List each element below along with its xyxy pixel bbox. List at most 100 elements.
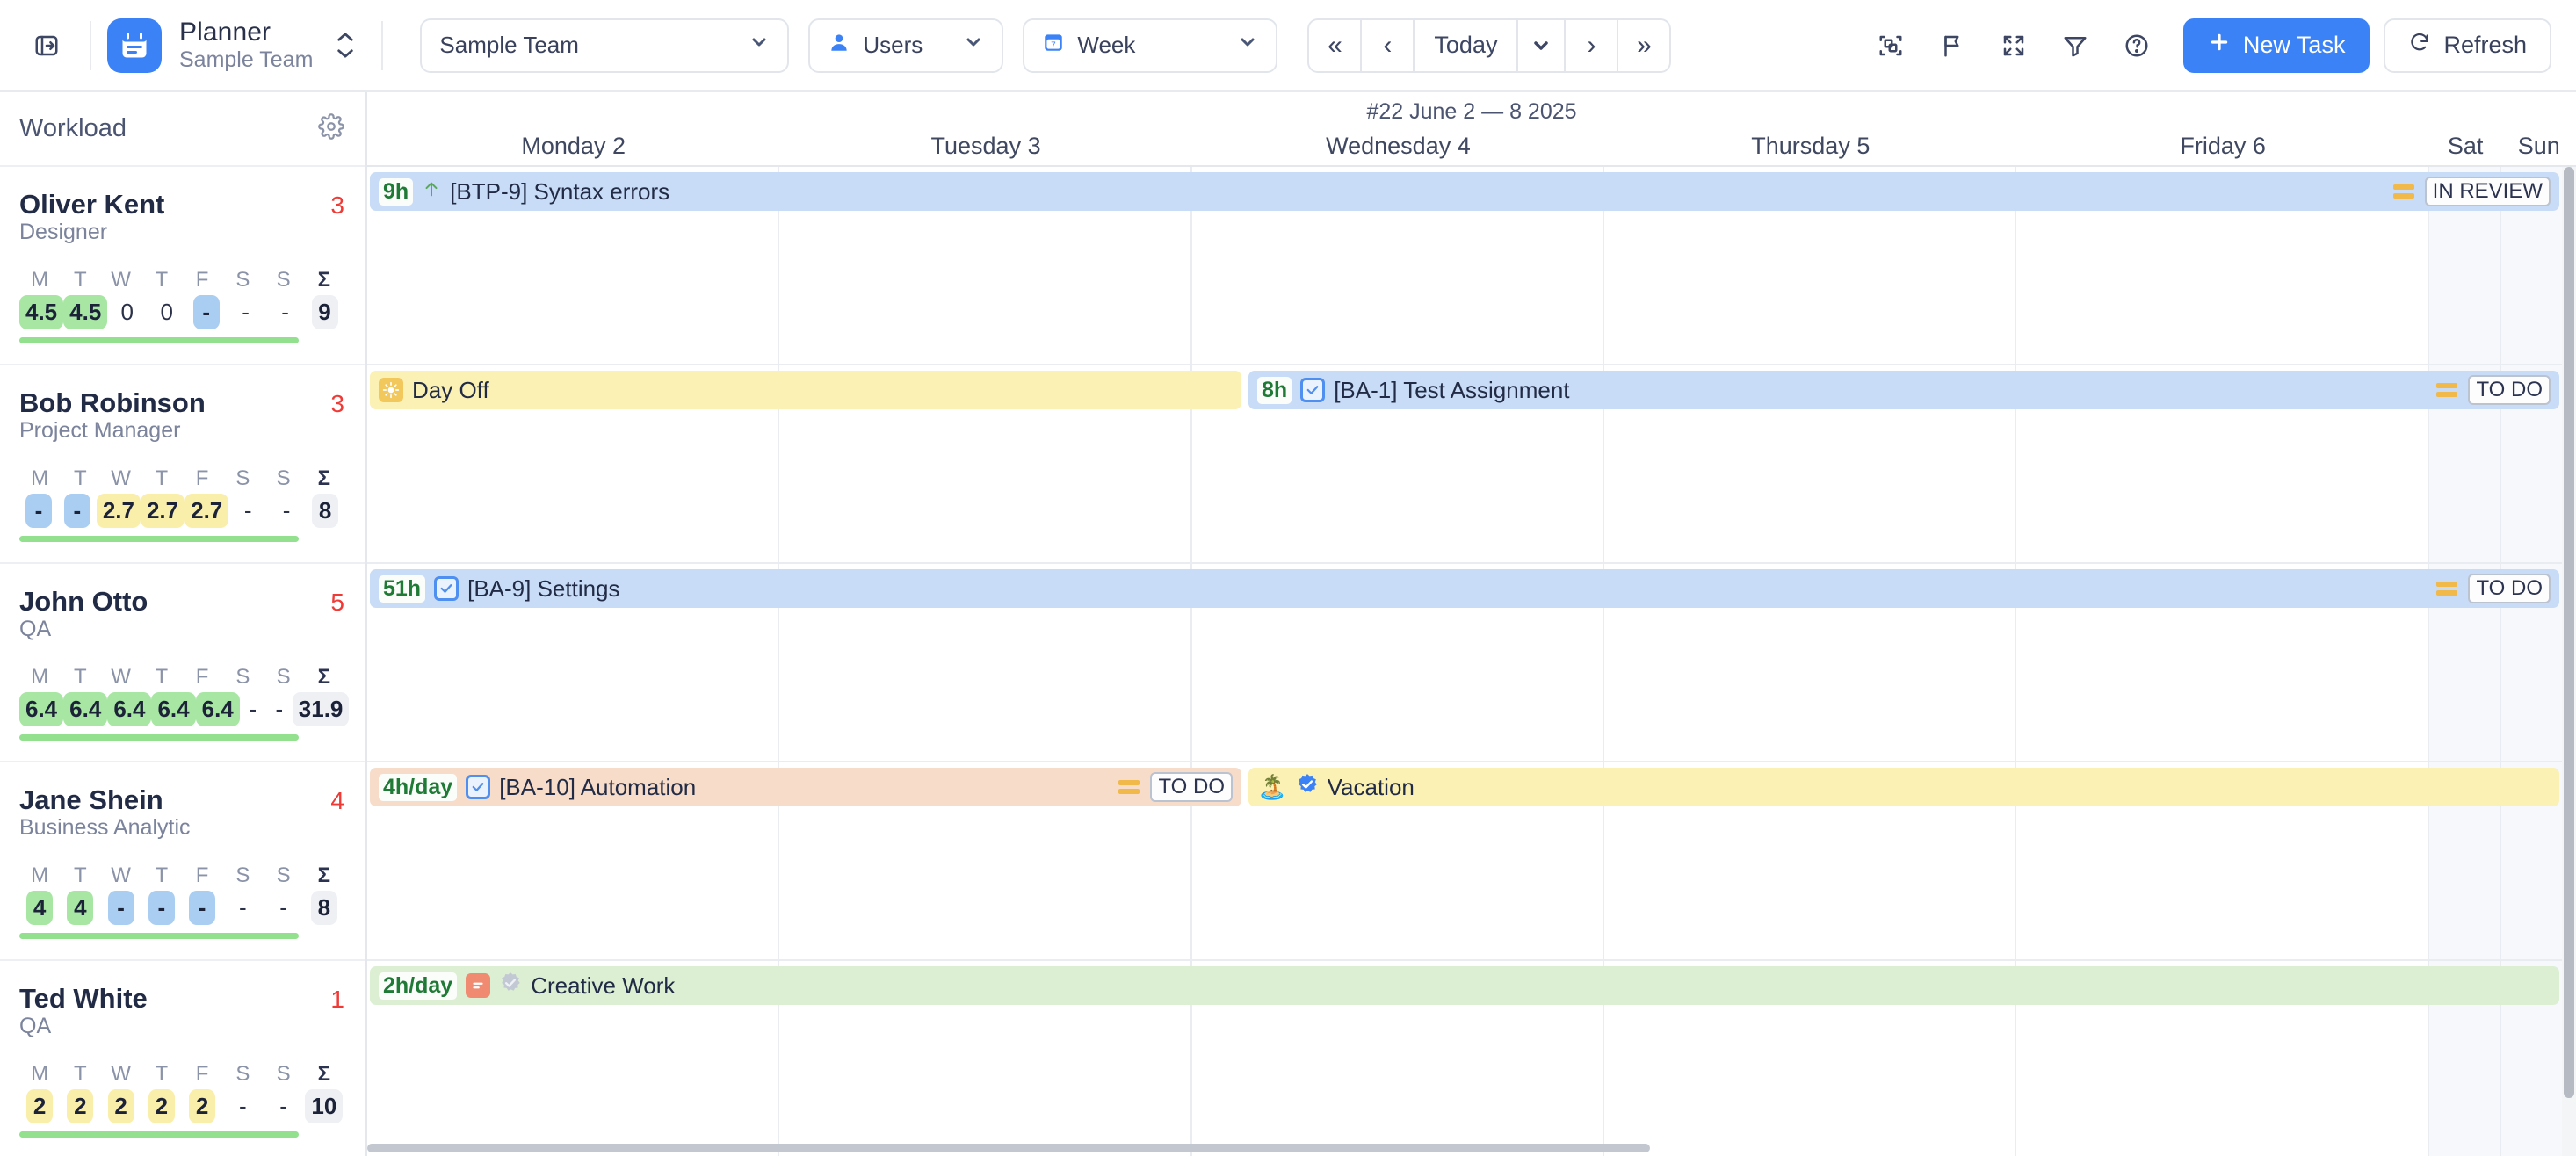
workload-cell[interactable]: 2	[19, 1089, 60, 1124]
workload-cell[interactable]: -	[264, 891, 304, 925]
calendar-column[interactable]	[367, 167, 780, 1156]
workload-cell[interactable]: -	[267, 494, 306, 528]
workload-cell[interactable]: 0	[107, 295, 147, 329]
workload-cell[interactable]: 6.4	[107, 692, 152, 727]
task-bar[interactable]: Day Off	[370, 371, 1241, 409]
task-bar[interactable]: 9h [BTP-9] Syntax errors IN REVIEW	[370, 172, 2559, 211]
task-bar[interactable]: 🏝️ Vacation	[1248, 768, 2559, 806]
workload-cell[interactable]: 4.5	[63, 295, 108, 330]
calendar-column[interactable]	[1604, 167, 2017, 1156]
view-select[interactable]: 7 Week	[1023, 18, 1278, 73]
workload-cell[interactable]: 2	[182, 1089, 222, 1124]
workload-cell[interactable]: 4	[60, 891, 100, 926]
nav-last-button[interactable]: »	[1637, 30, 1652, 60]
task-title: Vacation	[1327, 773, 1415, 800]
team-select[interactable]: Sample Team	[420, 18, 790, 73]
workload-cell[interactable]: -	[182, 891, 222, 926]
workload-cell[interactable]: -	[222, 1089, 263, 1123]
nav-next-button[interactable]: ›	[1587, 30, 1596, 60]
workload-cell[interactable]: -	[101, 891, 141, 926]
day-column-header[interactable]: Friday 6	[2180, 133, 2266, 159]
workload-cell[interactable]: 2	[60, 1089, 100, 1124]
panel-collapse-icon[interactable]	[19, 18, 74, 73]
workload-cell[interactable]: 0	[147, 295, 186, 329]
chevron-down-icon[interactable]	[1518, 20, 1564, 71]
workload-cell[interactable]: 31.9	[292, 692, 350, 727]
flag-icon[interactable]	[1925, 18, 1979, 73]
workload-cell[interactable]: -	[266, 692, 293, 726]
calendar-column[interactable]	[2428, 167, 2502, 1156]
horizontal-scrollbar[interactable]	[367, 1144, 2562, 1156]
users-select[interactable]: Users	[808, 18, 1004, 73]
nav-prev-button[interactable]: ‹	[1383, 30, 1393, 60]
vertical-scrollbar[interactable]	[2562, 167, 2576, 1156]
task-bar[interactable]: 2h/day Creative Work	[370, 966, 2559, 1005]
workload-cell[interactable]: 4	[19, 891, 60, 926]
day-column-header[interactable]: Thursday 5	[1751, 133, 1870, 159]
nav-first-button[interactable]: «	[1328, 30, 1342, 60]
workload-cell[interactable]: -	[264, 1089, 304, 1123]
workload-dow-label: S	[276, 466, 291, 491]
day-column-header[interactable]: Tuesday 3	[930, 133, 1041, 159]
workload-cell[interactable]: -	[19, 494, 58, 529]
workload-dow-label: T	[74, 1062, 87, 1087]
brand[interactable]: Planner Sample Team	[107, 18, 365, 73]
scrollbar-thumb[interactable]	[2564, 167, 2574, 1098]
group-select-icon[interactable]	[1863, 18, 1918, 73]
workload-cell[interactable]: 6.4	[19, 692, 64, 727]
workload-value: 6.4	[19, 692, 64, 727]
workload-value: 6.4	[63, 692, 108, 727]
workload-cell[interactable]: -	[186, 295, 226, 330]
fullscreen-icon[interactable]	[1986, 18, 2041, 73]
workload-cell[interactable]: 6.4	[195, 692, 240, 727]
workload-cell[interactable]: -	[226, 295, 265, 329]
workload-cell[interactable]: 8	[304, 891, 344, 926]
workload-cell[interactable]: -	[58, 494, 97, 529]
calendar-column[interactable]	[779, 167, 1192, 1156]
workload-dow-label: F	[195, 665, 209, 690]
day-column-header[interactable]: Sat	[2447, 133, 2484, 159]
day-column-header[interactable]: Sun	[2517, 133, 2560, 159]
workload-cell[interactable]: 2.7	[185, 494, 229, 529]
gear-icon[interactable]	[318, 113, 344, 144]
chevron-updown-icon[interactable]	[330, 32, 360, 59]
workload-cell[interactable]: 8	[306, 494, 344, 529]
workload-cell[interactable]: 9	[305, 295, 344, 330]
calendar-row-divider	[367, 364, 2576, 365]
task-bar[interactable]: 51h [BA-9] Settings TO DO	[370, 569, 2559, 608]
task-title: [BTP-9] Syntax errors	[450, 177, 670, 205]
workload-cell[interactable]: 6.4	[151, 692, 196, 727]
workload-cell[interactable]: 2	[101, 1089, 141, 1124]
workload-cell[interactable]: 10	[304, 1089, 344, 1124]
filter-icon[interactable]	[2048, 18, 2102, 73]
workload-cell[interactable]: -	[141, 891, 182, 926]
workload-cell[interactable]: 2.7	[96, 494, 141, 529]
workload-cell[interactable]: -	[240, 692, 266, 726]
workload-cell[interactable]: -	[222, 891, 263, 925]
workload-cell[interactable]: 4.5	[19, 295, 64, 330]
workload-cell[interactable]: -	[265, 295, 305, 329]
workload-cell[interactable]: -	[228, 494, 267, 528]
app-subtitle: Sample Team	[179, 47, 314, 73]
workload-cell[interactable]: 2.7	[140, 494, 185, 529]
help-icon[interactable]	[2109, 18, 2164, 73]
day-column-header[interactable]: Monday 2	[521, 133, 626, 159]
task-bar[interactable]: 4h/day [BA-10] Automation TO DO	[370, 768, 1241, 806]
calendar-column[interactable]	[2016, 167, 2429, 1156]
calendar-column[interactable]	[1192, 167, 1605, 1156]
new-task-button[interactable]: New Task	[2182, 18, 2370, 73]
scrollbar-thumb[interactable]	[367, 1144, 1650, 1152]
calendar-week-icon: 7	[1042, 31, 1065, 60]
day-column-header[interactable]: Wednesday 4	[1326, 133, 1471, 159]
refresh-button[interactable]: Refresh	[2384, 18, 2551, 73]
workload-cell[interactable]: 2	[141, 1089, 182, 1124]
workload-cell[interactable]: 6.4	[63, 692, 108, 727]
today-button[interactable]: Today	[1434, 32, 1498, 58]
task-bar[interactable]: 8h [BA-1] Test Assignment TO DO	[1248, 371, 2559, 409]
